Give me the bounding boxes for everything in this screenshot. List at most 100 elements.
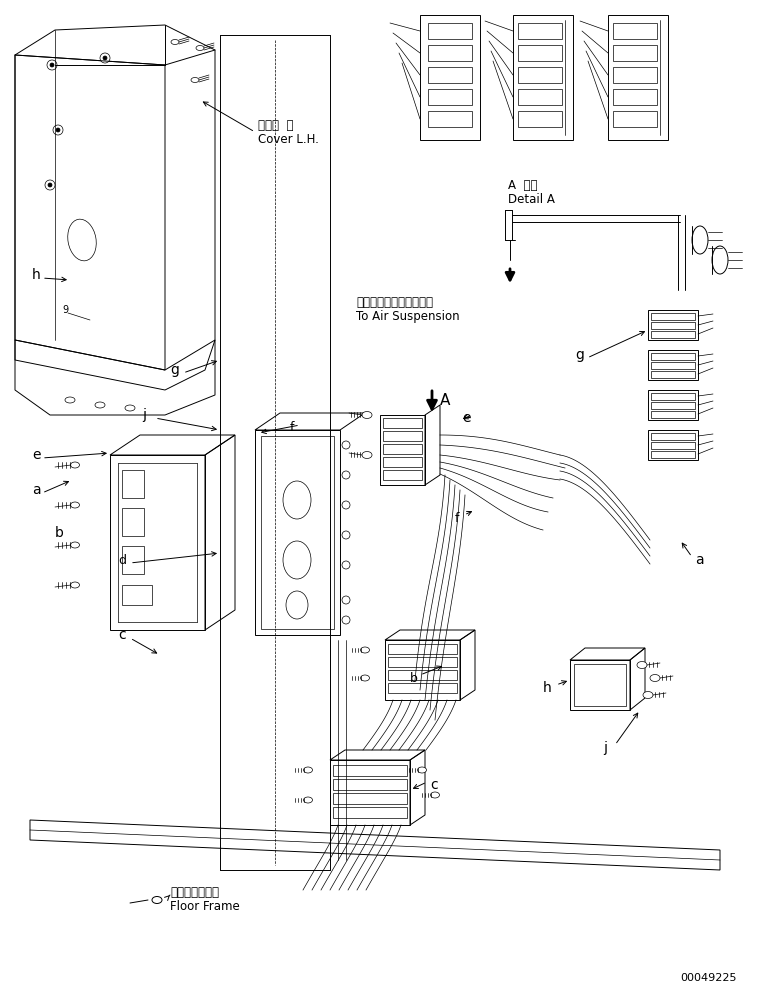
Bar — [333, 793, 407, 804]
Text: f: f — [455, 512, 460, 525]
Ellipse shape — [431, 792, 440, 798]
Circle shape — [342, 596, 350, 604]
Bar — [648, 350, 698, 380]
Text: j: j — [603, 741, 607, 755]
Text: 00049225: 00049225 — [680, 973, 737, 983]
Bar — [651, 322, 695, 329]
Text: g: g — [575, 348, 584, 362]
Text: カバー  左: カバー 左 — [258, 119, 294, 131]
Bar — [383, 418, 422, 428]
Bar — [613, 45, 657, 61]
Text: j: j — [142, 408, 146, 422]
Text: フロアフレーム: フロアフレーム — [170, 886, 219, 899]
Ellipse shape — [362, 411, 372, 418]
Ellipse shape — [125, 405, 135, 411]
Text: c: c — [430, 778, 438, 792]
Text: A  詳細: A 詳細 — [508, 178, 537, 191]
Ellipse shape — [283, 541, 311, 579]
Bar — [651, 411, 695, 418]
Bar — [651, 331, 695, 338]
Ellipse shape — [361, 675, 370, 681]
Bar — [648, 390, 698, 420]
Bar — [518, 111, 562, 127]
Ellipse shape — [191, 78, 199, 83]
Text: 9: 9 — [62, 305, 68, 315]
Bar — [608, 15, 668, 140]
Circle shape — [100, 53, 110, 63]
Circle shape — [342, 561, 350, 569]
Bar — [420, 15, 480, 140]
Text: e: e — [32, 448, 40, 462]
Circle shape — [45, 180, 55, 190]
Ellipse shape — [152, 896, 162, 903]
Bar — [570, 660, 630, 710]
Ellipse shape — [650, 674, 660, 681]
Bar — [388, 644, 457, 654]
Ellipse shape — [196, 46, 204, 51]
Text: a: a — [695, 553, 704, 567]
Bar — [428, 23, 472, 39]
Text: b: b — [410, 671, 418, 684]
Bar — [613, 111, 657, 127]
Ellipse shape — [304, 797, 313, 803]
Text: g: g — [170, 363, 179, 377]
Text: d: d — [118, 554, 126, 567]
Text: エアーサスペンションへ: エアーサスペンションへ — [356, 296, 433, 309]
Ellipse shape — [71, 462, 79, 468]
Circle shape — [103, 56, 107, 60]
Circle shape — [342, 441, 350, 449]
Bar — [428, 45, 472, 61]
Bar — [651, 433, 695, 440]
Bar — [383, 444, 422, 454]
Bar — [574, 664, 626, 706]
Ellipse shape — [95, 402, 105, 408]
Bar — [333, 807, 407, 818]
Ellipse shape — [68, 219, 96, 261]
Ellipse shape — [692, 226, 708, 254]
Ellipse shape — [65, 397, 75, 403]
Bar — [651, 442, 695, 449]
Bar — [428, 67, 472, 83]
Bar — [518, 45, 562, 61]
Bar — [388, 657, 457, 667]
Circle shape — [47, 60, 57, 70]
Circle shape — [342, 471, 350, 479]
Ellipse shape — [362, 451, 372, 458]
Ellipse shape — [643, 691, 653, 698]
Bar — [428, 89, 472, 105]
Bar — [383, 470, 422, 480]
Bar — [122, 470, 144, 498]
Bar — [613, 23, 657, 39]
Bar — [651, 402, 695, 409]
Circle shape — [48, 183, 52, 187]
Bar — [333, 765, 407, 776]
Ellipse shape — [418, 767, 426, 773]
Bar — [333, 779, 407, 790]
Circle shape — [56, 128, 60, 132]
Bar — [613, 89, 657, 105]
Text: h: h — [32, 268, 41, 282]
Bar — [388, 683, 457, 693]
Bar — [255, 430, 340, 635]
Circle shape — [342, 616, 350, 624]
Bar — [651, 362, 695, 369]
Bar — [261, 436, 334, 629]
Bar — [122, 546, 144, 574]
Bar — [330, 760, 410, 825]
Bar — [110, 455, 205, 630]
Bar — [385, 640, 460, 700]
Ellipse shape — [71, 542, 79, 548]
Text: b: b — [55, 526, 64, 540]
Bar — [518, 67, 562, 83]
Bar — [513, 15, 573, 140]
Bar — [122, 508, 144, 536]
Ellipse shape — [304, 767, 313, 773]
Circle shape — [342, 531, 350, 539]
Bar — [648, 430, 698, 460]
Text: Floor Frame: Floor Frame — [170, 900, 240, 913]
Bar — [651, 353, 695, 360]
Circle shape — [342, 501, 350, 509]
Bar — [651, 393, 695, 400]
Circle shape — [53, 125, 63, 135]
Bar — [613, 67, 657, 83]
